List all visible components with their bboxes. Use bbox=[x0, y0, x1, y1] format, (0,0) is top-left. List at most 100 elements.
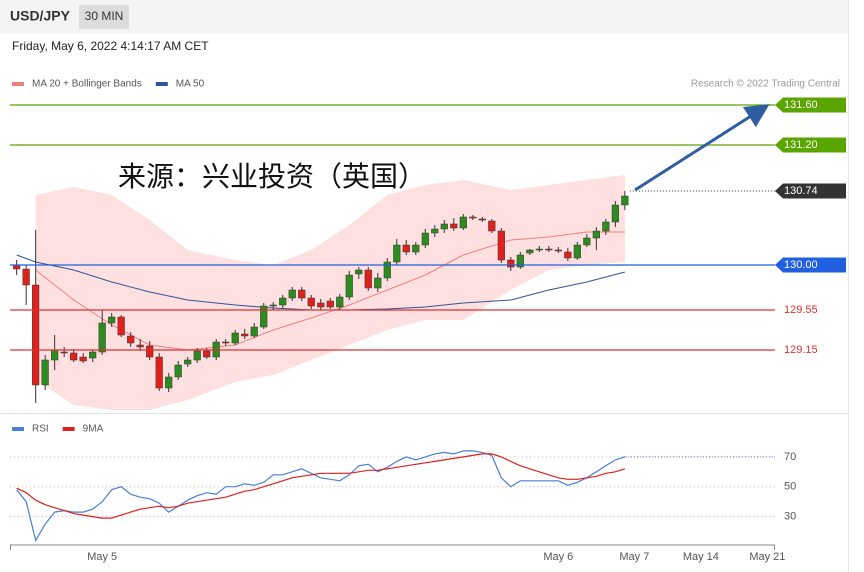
candle-body bbox=[317, 302, 325, 308]
indicator-line bbox=[16, 450, 626, 543]
x-tick-label: May 21 bbox=[749, 551, 785, 563]
y-tick-label: 50 bbox=[784, 481, 796, 493]
credit: Research © 2022 Trading Central bbox=[691, 79, 840, 90]
candle-body bbox=[326, 300, 334, 308]
candle-body bbox=[279, 297, 287, 306]
level-label: 130.00 bbox=[784, 259, 818, 271]
candle-body bbox=[554, 249, 562, 252]
y-tick-label: 30 bbox=[784, 511, 796, 523]
forecast-arrow bbox=[634, 104, 770, 192]
candle-body bbox=[203, 350, 211, 358]
candle-body bbox=[136, 344, 144, 348]
candle-body bbox=[51, 349, 59, 361]
legend-label: 9MA bbox=[83, 424, 104, 435]
interval-box[interactable] bbox=[79, 5, 129, 29]
candle-body bbox=[22, 268, 30, 286]
timestamp: Friday, May 6, 2022 4:14:17 AM CET bbox=[12, 39, 209, 53]
candle-body bbox=[545, 248, 553, 251]
candle-body bbox=[155, 356, 163, 389]
candle-body bbox=[70, 352, 78, 361]
candle-body bbox=[165, 376, 173, 389]
candle-body bbox=[117, 316, 125, 336]
price-panel: MA 20 + Bollinger Bands MA 50 131.60 131.20… bbox=[10, 79, 846, 410]
candle-body bbox=[592, 230, 600, 239]
candle-body bbox=[41, 359, 49, 386]
candle-body bbox=[393, 244, 401, 263]
y-tick-label: 70 bbox=[784, 451, 796, 463]
level-tag bbox=[775, 137, 846, 153]
legend-label: MA 50 bbox=[176, 79, 205, 90]
candle-body bbox=[364, 269, 372, 289]
bollinger-band bbox=[35, 175, 625, 410]
candle-body bbox=[621, 195, 629, 206]
candle-body bbox=[60, 351, 68, 354]
x-tick-label: May 6 bbox=[543, 551, 573, 563]
header-bar bbox=[0, 0, 848, 34]
legend-label: MA 20 + Bollinger Bands bbox=[32, 79, 142, 90]
candle-body bbox=[469, 216, 477, 219]
candle-body bbox=[611, 204, 619, 223]
x-tick-label: May 14 bbox=[683, 551, 719, 563]
legend-label: RSI bbox=[32, 424, 49, 435]
level-label: 131.20 bbox=[784, 139, 818, 151]
rsi-panel: RSI 9MA 30 50 70 May 5 May 6 May 7 May 14 May 21 bbox=[10, 424, 796, 563]
candle-body bbox=[478, 218, 486, 221]
candle-body bbox=[573, 244, 581, 259]
candle-body bbox=[89, 351, 97, 359]
candle-body bbox=[79, 356, 87, 362]
candle-body bbox=[450, 223, 458, 229]
candle-body bbox=[298, 289, 306, 299]
candle-body bbox=[260, 305, 268, 328]
watermark: 来源：兴业投资（英国） bbox=[118, 160, 426, 193]
legend-swatch bbox=[155, 82, 168, 86]
candle-body bbox=[336, 296, 344, 308]
candle-body bbox=[222, 341, 230, 344]
candle-body bbox=[516, 254, 524, 268]
candle-body bbox=[269, 304, 277, 307]
plot-area bbox=[13, 175, 629, 410]
level-label: 129.55 bbox=[784, 304, 818, 316]
candle-body bbox=[231, 332, 239, 344]
candle-body bbox=[602, 221, 610, 232]
candle-body bbox=[564, 251, 572, 259]
candle-body bbox=[383, 261, 391, 279]
candle-body bbox=[431, 228, 439, 234]
candle-body bbox=[174, 364, 182, 378]
candle-body bbox=[488, 220, 496, 232]
level-tag bbox=[775, 183, 846, 199]
candle-body bbox=[345, 274, 353, 298]
legend-swatch bbox=[12, 427, 24, 431]
level-tag bbox=[775, 97, 846, 113]
candle-body bbox=[98, 322, 106, 353]
candle-body bbox=[526, 249, 534, 254]
level-label: 129.15 bbox=[784, 344, 818, 356]
candle-body bbox=[459, 216, 467, 229]
candle-body bbox=[184, 359, 192, 365]
candle-body bbox=[412, 244, 420, 253]
candle-body bbox=[193, 350, 201, 361]
level-label: 130.74 bbox=[784, 185, 818, 197]
candle-body bbox=[108, 316, 116, 324]
x-tick-label: May 5 bbox=[87, 551, 117, 563]
candle-body bbox=[307, 297, 315, 307]
candle-body bbox=[535, 248, 543, 251]
candle-body bbox=[241, 333, 249, 337]
candle-body bbox=[250, 326, 258, 337]
level-tag bbox=[775, 257, 846, 273]
candle-body bbox=[497, 230, 505, 261]
candle-body bbox=[583, 237, 591, 246]
legend-swatch bbox=[12, 82, 24, 86]
candle-body bbox=[146, 345, 154, 358]
legend-swatch bbox=[62, 427, 75, 431]
candle-body bbox=[402, 244, 410, 253]
candle-body bbox=[288, 289, 296, 299]
candle-body bbox=[32, 284, 40, 386]
candle-body bbox=[127, 335, 135, 344]
candle-body bbox=[507, 259, 515, 268]
candle-body bbox=[421, 232, 429, 246]
indicator-line bbox=[16, 453, 626, 519]
interval[interactable]: 30 MIN bbox=[85, 9, 124, 23]
x-tick-label: May 7 bbox=[619, 551, 649, 563]
